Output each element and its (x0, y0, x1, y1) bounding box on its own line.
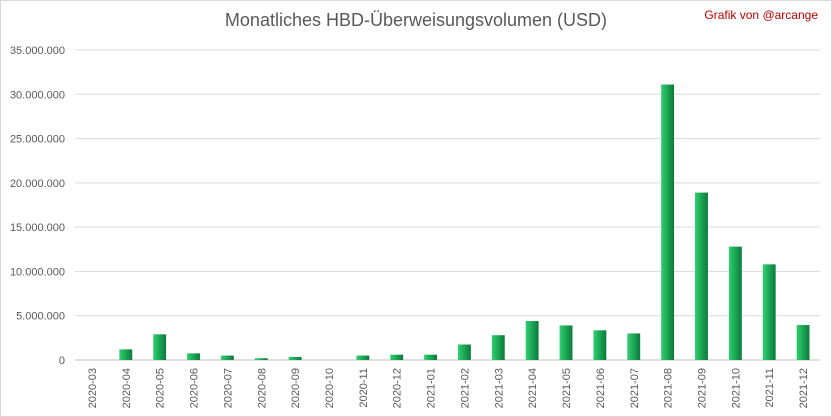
y-tick-label: 20.000.000 (10, 178, 65, 190)
bar-2021-04 (525, 321, 539, 360)
y-tick-label: 10.000.000 (10, 266, 65, 278)
bar-2020-09 (288, 356, 302, 360)
x-tick-label: 2021-09 (696, 368, 708, 408)
x-tick-label: 2021-03 (493, 368, 505, 408)
bar-2020-08 (254, 358, 268, 360)
bar-2021-05 (559, 325, 573, 360)
x-tick-label: 2021-12 (798, 368, 810, 408)
y-tick-label: 25.000.000 (10, 134, 65, 146)
bar-2020-04 (119, 349, 133, 360)
bar-2021-06 (593, 330, 607, 360)
bar-2021-02 (457, 344, 471, 360)
x-tick-label: 2021-01 (426, 368, 438, 408)
x-axis: 2020-03 2020-04 2020-05 2020-06 2020-07 2020-… (87, 368, 810, 408)
bars (119, 84, 810, 361)
y-tick-label: 0 (59, 355, 65, 367)
x-tick-label: 2020-04 (121, 368, 133, 408)
x-tick-label: 2021-04 (527, 368, 539, 408)
x-tick-label: 2020-10 (324, 368, 336, 408)
x-tick-label: 2021-07 (629, 368, 641, 408)
x-tick-label: 2020-07 (222, 368, 234, 408)
bar-2020-06 (187, 353, 200, 360)
x-tick-label: 2021-11 (764, 368, 776, 408)
bar-2020-12 (390, 354, 404, 360)
y-tick-label: 5.000.000 (16, 311, 65, 323)
x-tick-label: 2021-05 (561, 368, 573, 408)
y-tick-label: 15.000.000 (10, 222, 65, 234)
chart-title: Monatliches HBD-Überweisungsvolumen (USD… (224, 10, 608, 30)
x-tick-label: 2021-02 (459, 368, 471, 408)
x-tick-label: 2020-03 (87, 368, 99, 408)
bar-2021-07 (627, 333, 641, 360)
x-tick-label: 2021-10 (730, 368, 742, 408)
bar-2020-05 (153, 334, 167, 360)
bar-2021-09 (695, 192, 708, 360)
x-tick-label: 2020-12 (392, 368, 404, 408)
y-tick-label: 30.000.000 (10, 89, 65, 101)
x-tick-label: 2021-06 (595, 368, 607, 408)
x-tick-label: 2020-05 (155, 368, 167, 408)
y-axis: 0 5.000.000 10.000.000 15.000.000 20.000.000… (10, 45, 65, 367)
bar-2021-01 (424, 354, 438, 360)
bar-2020-11 (356, 355, 370, 360)
x-tick-label: 2020-11 (358, 368, 370, 408)
bar-2021-11 (762, 264, 776, 360)
bar-2021-10 (728, 246, 742, 360)
y-tick-label: 35.000.000 (10, 45, 65, 57)
chart-credit: Grafik von @arcange (704, 8, 818, 22)
x-tick-label: 2020-09 (290, 368, 302, 408)
x-tick-label: 2021-08 (663, 368, 675, 408)
gridlines (75, 49, 820, 361)
x-tick-label: 2020-06 (189, 368, 201, 408)
bar-2021-03 (491, 335, 505, 360)
bar-2021-08 (661, 84, 675, 361)
bar-2020-07 (220, 355, 234, 360)
x-tick-label: 2020-08 (256, 368, 268, 408)
bar-2021-12 (796, 325, 810, 360)
